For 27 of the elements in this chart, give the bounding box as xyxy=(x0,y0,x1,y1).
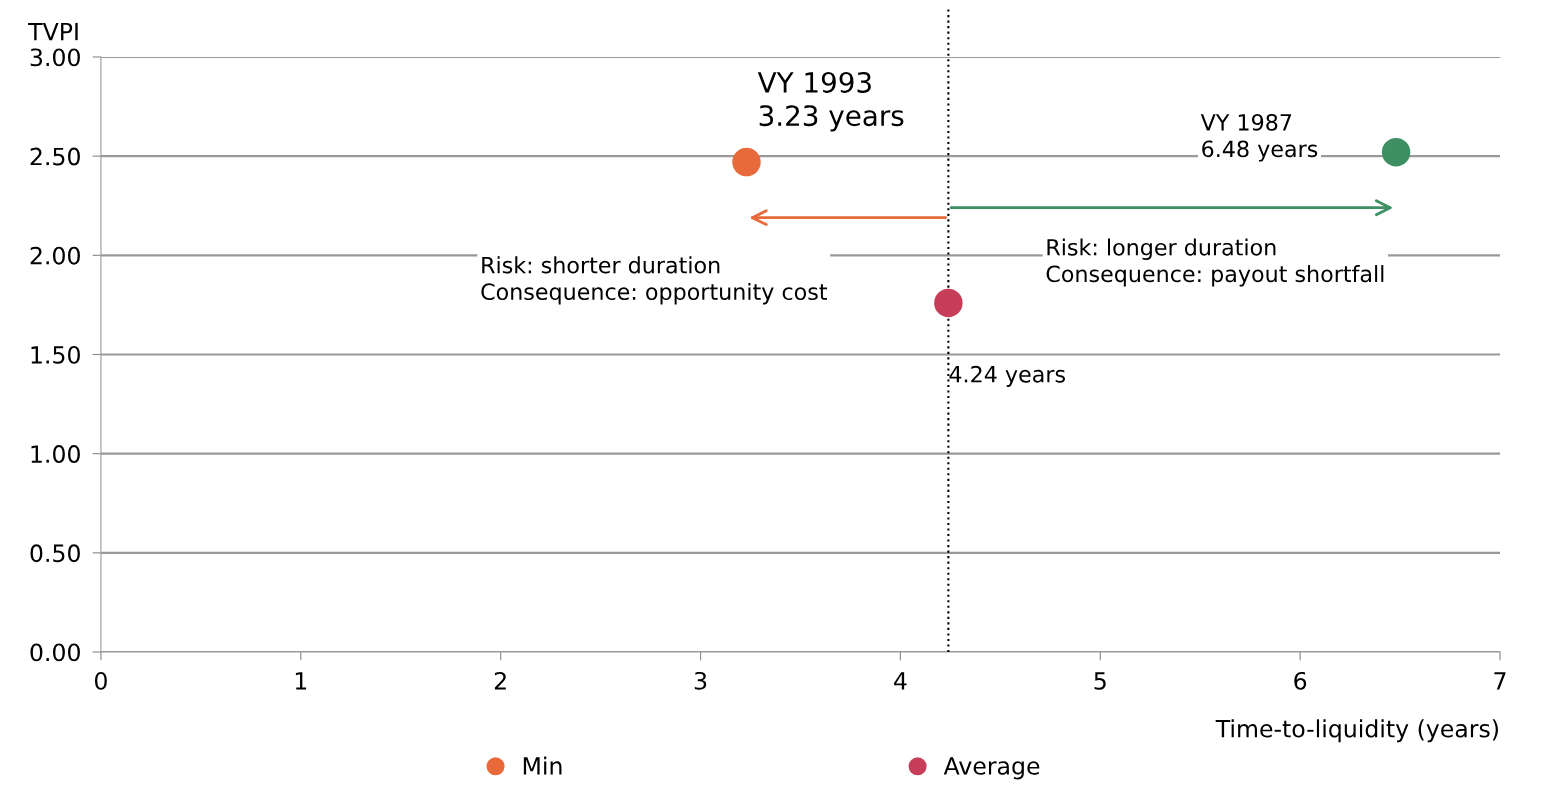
point xyxy=(732,147,761,177)
y-tick-label: 2.00 xyxy=(30,246,80,265)
y-tick-label: 2.50 xyxy=(30,147,80,166)
y-tick-label: 0.00 xyxy=(30,643,80,662)
y-tick-label: 1.50 xyxy=(31,345,80,364)
annotation: VY 1987 6.48 years xyxy=(1200,113,1318,162)
x-tick-label: 4 xyxy=(894,672,907,690)
x-axis-title: Time-to-liquidity (years) xyxy=(1215,719,1498,743)
point xyxy=(1381,137,1411,167)
annotation: 4.24 years xyxy=(949,365,1065,387)
x-tick-label: 7 xyxy=(1494,672,1506,690)
x-tick-label: 1 xyxy=(295,672,307,690)
y-tick-label: 3.00 xyxy=(30,48,80,67)
y-axis-title: TVPI xyxy=(28,22,78,41)
x-tick-label: 3 xyxy=(694,671,707,690)
x-tick-label: 5 xyxy=(1094,672,1106,690)
x-tick-label: 6 xyxy=(1294,671,1307,690)
annotation: Risk: longer duration Consequence: payout shortfall xyxy=(1046,238,1384,287)
x-tick-label: 0 xyxy=(94,671,107,690)
annotation: Risk: shorter duration Consequence: opportunity cost xyxy=(481,256,828,305)
point xyxy=(934,288,963,318)
y-tick-label: 1.00 xyxy=(31,445,80,463)
x-tick-label: 2 xyxy=(494,671,506,690)
annotation: VY 1993 3.23 years xyxy=(757,71,904,132)
legend-label: Min xyxy=(523,756,562,775)
legend-label: Average xyxy=(943,757,1040,780)
y-tick-label: 0.50 xyxy=(30,544,80,563)
